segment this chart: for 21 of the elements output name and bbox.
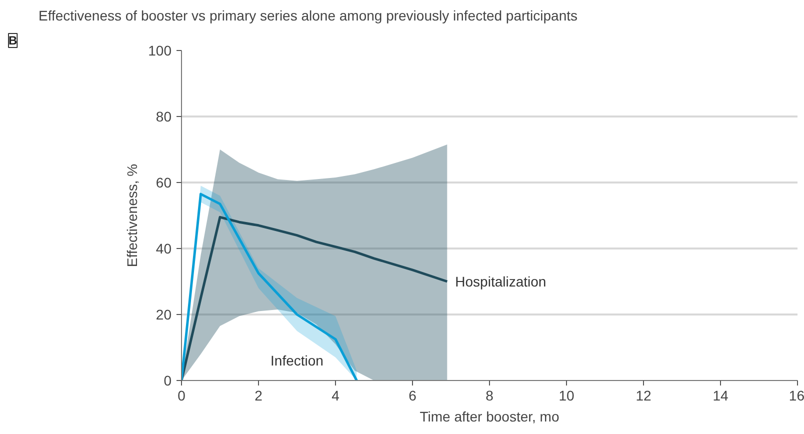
x-tick-label: 8 (486, 388, 494, 404)
x-tick-label: 2 (254, 388, 263, 404)
x-tick-label: 14 (712, 388, 728, 404)
x-tick-label: 6 (408, 388, 417, 404)
y-tick-label: 40 (156, 240, 172, 256)
x-tick-label: 0 (178, 388, 186, 404)
y-tick-label: 80 (156, 108, 172, 124)
y-tick-label: 0 (164, 372, 172, 388)
y-tick-label: 20 (156, 306, 172, 322)
y-tick-label: 100 (148, 42, 172, 58)
x-tick-label: 4 (332, 388, 340, 404)
x-tick-label: 10 (558, 388, 574, 404)
series-label: Infection (270, 352, 324, 369)
y-tick-label: 60 (156, 174, 172, 190)
x-tick-label: 12 (636, 388, 652, 404)
x-tick-label: 16 (788, 388, 804, 404)
y-axis-title: Effectiveness, % (124, 164, 140, 268)
x-axis-title: Time after booster, mo (420, 408, 560, 424)
series-label: Hospitalization (455, 274, 546, 290)
line-series (182, 216, 448, 380)
chart-title: Effectiveness of booster vs primary series alone among previously infected participants (38, 8, 578, 24)
